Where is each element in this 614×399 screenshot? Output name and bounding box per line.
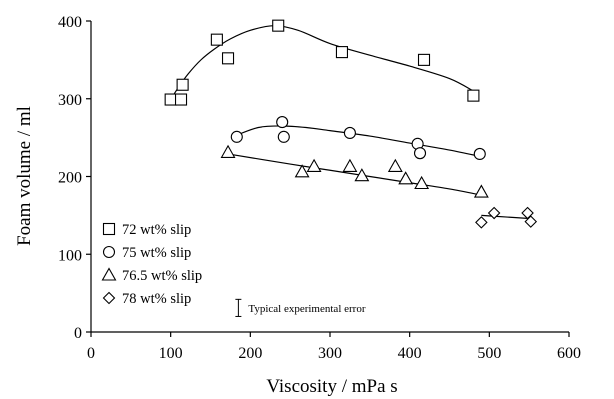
data-point-circle xyxy=(230,130,243,143)
data-point-triangle xyxy=(342,158,358,172)
legend-label: 75 wt% slip xyxy=(122,245,191,261)
fit-line-circle xyxy=(234,125,480,157)
data-point-square xyxy=(467,89,480,102)
fit-line-square xyxy=(170,25,474,100)
y-tick-label: 300 xyxy=(58,92,82,109)
fit-lines xyxy=(170,25,530,220)
data-point-circle xyxy=(413,147,427,160)
data-point-triangle xyxy=(414,175,430,190)
x-tick-label: 200 xyxy=(238,345,262,362)
y-axis-label: Foam volume / ml xyxy=(14,106,35,246)
data-point-square xyxy=(164,93,177,106)
data-point-circle xyxy=(473,147,486,161)
annotations: Typical experimental error xyxy=(235,298,366,317)
data-markers xyxy=(164,19,538,229)
data-point-square xyxy=(221,52,235,65)
legend-marker-triangle xyxy=(101,267,117,281)
data-point-triangle xyxy=(306,158,322,172)
x-tick-label: 100 xyxy=(159,345,183,362)
data-point-circle xyxy=(276,116,289,129)
legend-marker-diamond xyxy=(102,291,116,305)
data-point-square xyxy=(272,19,285,32)
legend-label: 72 wt% slip xyxy=(122,222,191,238)
y-tick-label: 200 xyxy=(58,170,82,187)
y-tick-label: 100 xyxy=(58,247,82,264)
x-tick-label: 600 xyxy=(557,345,581,362)
fit-line-diamond xyxy=(481,214,530,220)
data-point-diamond xyxy=(487,206,501,220)
x-tick-label: 500 xyxy=(477,345,501,362)
data-point-square xyxy=(417,53,431,66)
data-point-circle xyxy=(343,126,356,140)
x-tick-label: 0 xyxy=(87,345,95,362)
legend: 72 wt% slip 75 wt% slip 76.5 wt% slip 78 wt… xyxy=(101,222,202,307)
data-point-triangle xyxy=(354,168,370,182)
error-note-label: Typical experimental error xyxy=(248,303,365,315)
x-tick-label: 300 xyxy=(318,345,342,362)
data-point-square xyxy=(210,33,223,46)
legend-label: 76.5 wt% slip xyxy=(122,268,202,284)
legend-label: 78 wt% slip xyxy=(122,291,191,307)
legend-marker-circle xyxy=(102,245,116,259)
x-tick-label: 400 xyxy=(398,345,422,362)
data-point-circle xyxy=(277,130,290,143)
data-point-square xyxy=(335,46,349,59)
data-point-triangle xyxy=(473,184,489,198)
data-point-triangle xyxy=(398,171,414,185)
data-point-square xyxy=(176,78,189,91)
legend-marker-square xyxy=(102,222,116,236)
fit-line-triangle xyxy=(227,153,482,196)
data-point-triangle xyxy=(387,158,403,172)
data-point-square xyxy=(174,93,188,106)
x-axis-label: Viscosity / mPa s xyxy=(266,376,397,397)
data-point-triangle xyxy=(294,164,310,178)
y-tick-label: 0 xyxy=(74,325,82,342)
axes: 0 100 200 300 400 500 600 0 100 200 300 400 xyxy=(58,14,581,362)
y-tick-label: 400 xyxy=(58,14,82,31)
data-point-triangle xyxy=(220,144,236,158)
data-point-diamond xyxy=(524,215,538,228)
data-point-diamond xyxy=(475,216,488,229)
